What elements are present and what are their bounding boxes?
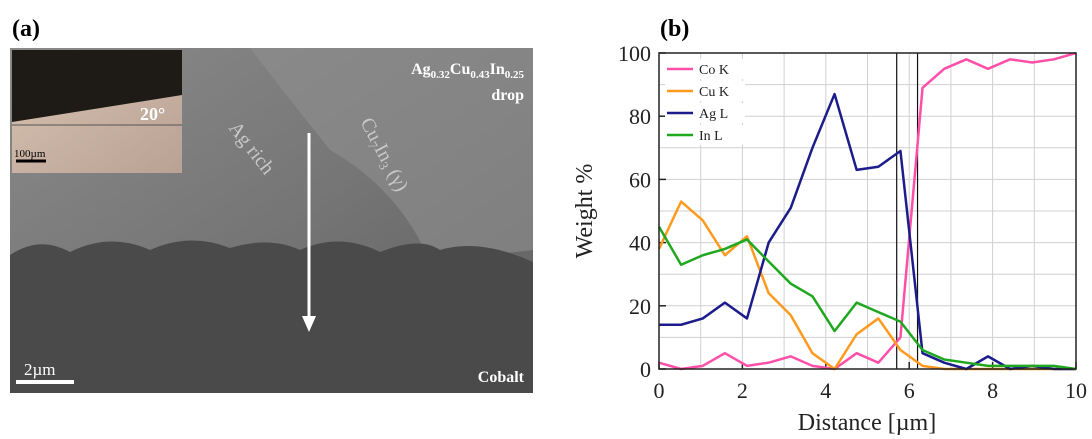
micrograph: 100µm 20° Ag0.32Cu0.43In0.25 drop Ag ric…: [10, 48, 533, 393]
figure: (a) (b) 100µm 20° Ag0.32Cu0.43In0.25 dro…: [0, 0, 1092, 439]
element: Cu: [450, 61, 471, 78]
y-tick-label: 0: [640, 357, 651, 382]
contact-angle: 20°: [140, 104, 165, 124]
legend-label: Co K: [699, 63, 729, 78]
x-tick-label: 10: [1065, 378, 1087, 403]
y-tick-label: 100: [618, 41, 651, 66]
legend-label: Ag L: [699, 107, 728, 122]
x-tick-label: 6: [904, 378, 915, 403]
y-tick-label: 60: [629, 167, 651, 192]
y-tick-label: 80: [629, 104, 651, 129]
element: In: [490, 61, 505, 78]
cobalt-region: [10, 240, 533, 393]
subscript: 0.32: [431, 69, 451, 81]
substrate-label: Cobalt: [478, 369, 525, 386]
legend-label: Cu K: [699, 85, 729, 100]
legend-label: In L: [699, 129, 723, 144]
drop-label: drop: [491, 87, 524, 104]
subscript: 0.43: [470, 69, 490, 81]
subscript: 0.25: [505, 69, 525, 81]
y-tick-label: 20: [629, 294, 651, 319]
element: Ag: [411, 61, 431, 78]
x-axis-label: Distance [µm]: [798, 410, 936, 436]
panel-label: (b): [660, 16, 689, 42]
x-tick-label: 2: [737, 378, 748, 403]
x-tick-label: 8: [987, 378, 998, 403]
scale-label: 2µm: [24, 360, 56, 379]
y-axis-label: Weight %: [572, 164, 598, 259]
x-tick-label: 0: [654, 378, 665, 403]
panel-label: (a): [12, 16, 40, 42]
y-tick-label: 40: [629, 231, 651, 256]
inset-scale-label: 100µm: [14, 148, 46, 160]
x-tick-label: 4: [820, 378, 831, 403]
